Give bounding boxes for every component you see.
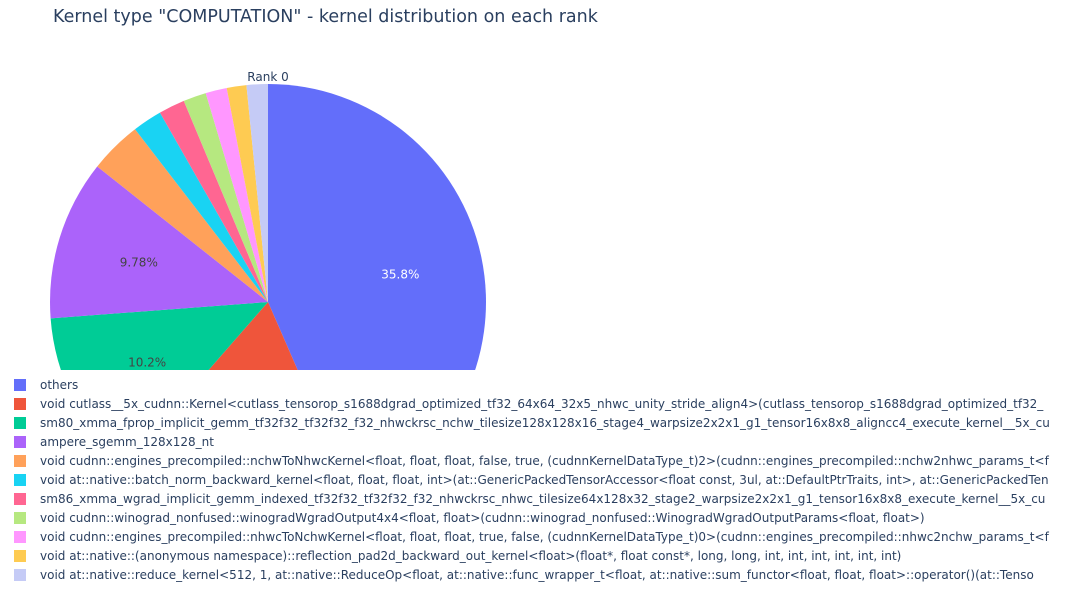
legend-label: void cudnn::engines_precompiled::nchwToN… [40,453,1049,468]
legend-item-0[interactable]: others [14,376,78,393]
pie-slice-7[interactable] [183,93,268,303]
legend-swatch [14,397,26,410]
legend-label: void at::native::(anonymous namespace)::… [40,548,902,563]
legend-swatch [14,454,26,467]
legend-item-2[interactable]: sm80_xmma_fprop_implicit_gemm_tf32f32_tf… [14,414,1050,431]
legend-label: void cudnn::winograd_nonfused::winogradW… [40,510,925,525]
subplot-title: Rank 0 [247,70,288,84]
pie-slice-6[interactable] [159,100,268,302]
pie-slice-10[interactable] [246,84,268,302]
legend-swatch [14,492,26,505]
legend-label: sm86_xmma_wgrad_implicit_gemm_indexed_tf… [40,491,1046,506]
pie-slice-8[interactable] [205,87,268,303]
legend-label: ampere_sgemm_128x128_nt [40,434,214,449]
legend-item-1[interactable]: void cutlass__5x_cudnn::Kernel<cutlass_t… [14,395,1043,412]
legend-label: void at::native::reduce_kernel<512, 1, a… [40,567,1034,582]
legend-item-4[interactable]: void cudnn::engines_precompiled::nchwToN… [14,452,1049,469]
legend-item-10[interactable]: void at::native::reduce_kernel<512, 1, a… [14,566,1034,583]
pie-slice-4[interactable] [97,129,268,302]
pie-slice-label-0: 35.8% [381,267,419,281]
pie-slice-3[interactable] [50,166,269,319]
pie-slice-label-3: 9.78% [120,255,158,269]
legend-label: void cutlass__5x_cudnn::Kernel<cutlass_t… [40,396,1044,411]
legend-swatch [14,568,26,581]
legend-item-7[interactable]: void cudnn::winograd_nonfused::winogradW… [14,509,925,526]
legend-label: void cudnn::engines_precompiled::nhwcToN… [40,529,1049,544]
legend-swatch [14,530,26,543]
legend-item-8[interactable]: void cudnn::engines_precompiled::nhwcToN… [14,528,1049,545]
legend-swatch [14,378,26,391]
legend-item-9[interactable]: void at::native::(anonymous namespace)::… [14,547,901,564]
pie-slice-9[interactable] [226,85,268,303]
pie-slice-5[interactable] [135,112,268,303]
legend-label: others [40,377,79,392]
legend-swatch [14,416,26,429]
legend-item-3[interactable]: ampere_sgemm_128x128_nt [14,433,214,450]
pie-slice-label-2: 10.2% [128,356,166,370]
legend-swatch [14,473,26,486]
legend-swatch [14,549,26,562]
chart-title: Kernel type "COMPUTATION" - kernel distr… [53,7,598,27]
legend-label: void at::native::batch_norm_backward_ker… [40,472,1049,487]
legend-label: sm80_xmma_fprop_implicit_gemm_tf32f32_tf… [40,415,1050,430]
legend-swatch [14,511,26,524]
legend-item-5[interactable]: void at::native::batch_norm_backward_ker… [14,471,1049,488]
legend-item-6[interactable]: sm86_xmma_wgrad_implicit_gemm_indexed_tf… [14,490,1045,507]
legend-swatch [14,435,26,448]
